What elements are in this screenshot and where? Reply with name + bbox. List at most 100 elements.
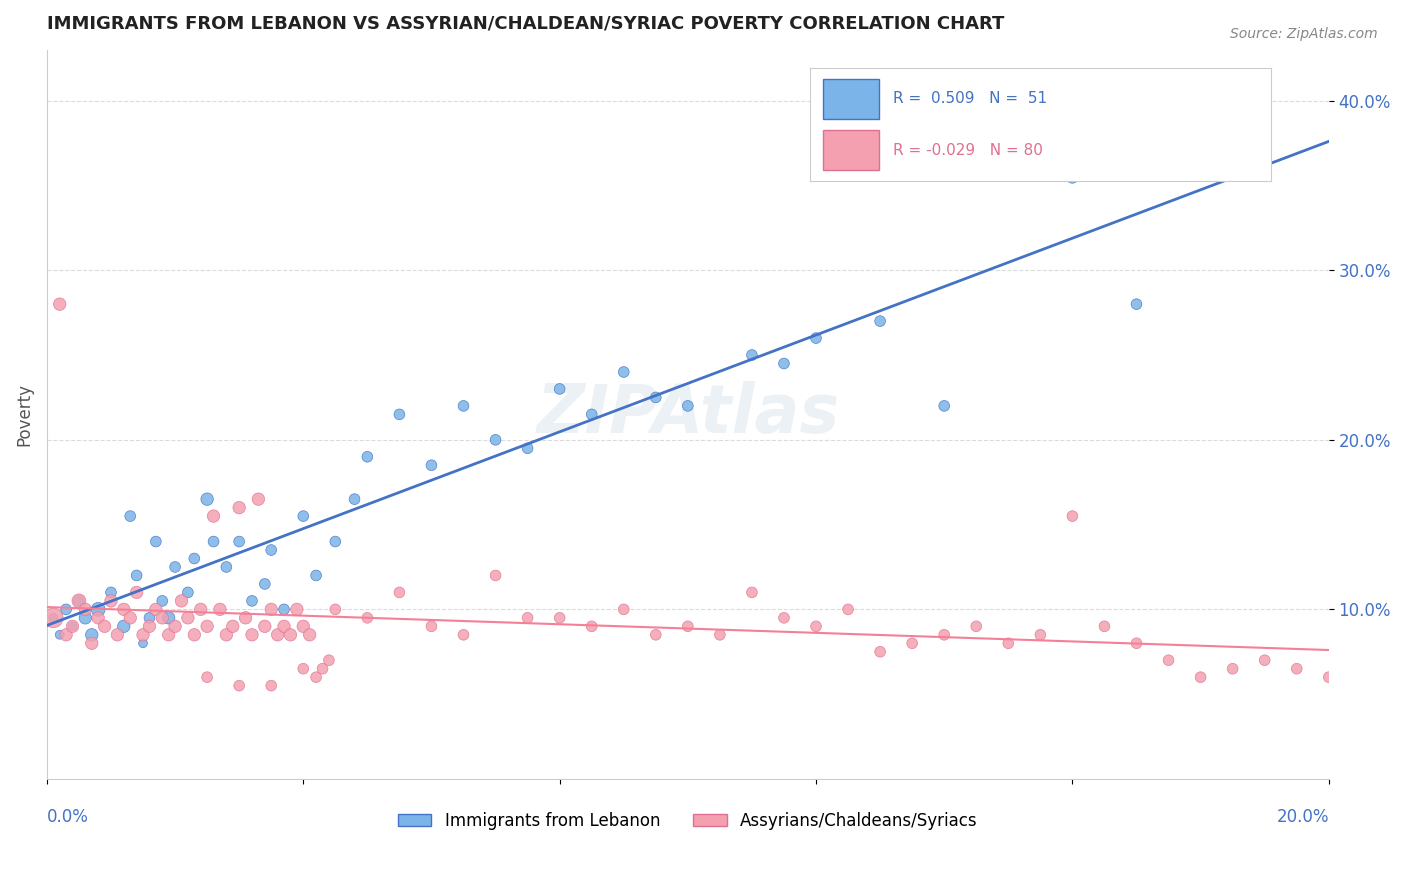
Point	[1317, 670, 1340, 684]
Point	[157, 628, 180, 642]
Point	[247, 492, 270, 507]
Point	[285, 602, 308, 616]
Point	[613, 602, 636, 616]
Point	[997, 153, 1019, 167]
Point	[253, 577, 276, 591]
Point	[42, 611, 65, 625]
Point	[125, 585, 148, 599]
Point	[1062, 169, 1084, 184]
Point	[105, 628, 128, 642]
Point	[202, 534, 225, 549]
Point	[1222, 662, 1244, 676]
Point	[323, 602, 346, 616]
Text: ZIPAtlas: ZIPAtlas	[536, 382, 839, 448]
Point	[676, 619, 699, 633]
Point	[195, 492, 218, 507]
Text: 0.0%: 0.0%	[46, 808, 89, 826]
Point	[581, 408, 603, 422]
Point	[548, 611, 571, 625]
Point	[87, 602, 110, 616]
Point	[253, 619, 276, 633]
Point	[901, 636, 924, 650]
Point	[202, 509, 225, 524]
Point	[222, 619, 245, 633]
Point	[453, 628, 475, 642]
Point	[1285, 662, 1308, 676]
Point	[1125, 636, 1147, 650]
Point	[420, 458, 443, 473]
Point	[280, 628, 302, 642]
Text: IMMIGRANTS FROM LEBANON VS ASSYRIAN/CHALDEAN/SYRIAC POVERTY CORRELATION CHART: IMMIGRANTS FROM LEBANON VS ASSYRIAN/CHAL…	[46, 15, 1004, 33]
Point	[516, 442, 538, 456]
Point	[62, 619, 84, 633]
Point	[145, 534, 167, 549]
Point	[1157, 653, 1180, 667]
Point	[48, 297, 70, 311]
Point	[260, 543, 283, 558]
Point	[138, 619, 160, 633]
Point	[1062, 509, 1084, 524]
Point	[67, 594, 90, 608]
Point	[260, 602, 283, 616]
Point	[215, 560, 238, 574]
Point	[228, 534, 250, 549]
Point	[195, 619, 218, 633]
Point	[773, 611, 796, 625]
Point	[100, 594, 122, 608]
Point	[55, 602, 77, 616]
Point	[228, 500, 250, 515]
Point	[676, 399, 699, 413]
Point	[1094, 619, 1116, 633]
Text: Source: ZipAtlas.com: Source: ZipAtlas.com	[1230, 27, 1378, 41]
Point	[100, 585, 122, 599]
Point	[195, 670, 218, 684]
Point	[613, 365, 636, 379]
Point	[997, 636, 1019, 650]
Point	[75, 611, 97, 625]
Point	[138, 611, 160, 625]
Point	[62, 619, 84, 633]
Point	[183, 551, 205, 566]
Point	[965, 619, 987, 633]
Point	[75, 602, 97, 616]
Point	[215, 628, 238, 642]
Point	[356, 450, 378, 464]
Point	[484, 433, 506, 447]
Point	[548, 382, 571, 396]
Point	[343, 492, 366, 507]
Point	[292, 509, 315, 524]
Point	[165, 560, 187, 574]
Point	[292, 619, 315, 633]
Point	[240, 594, 263, 608]
Point	[1189, 670, 1212, 684]
Point	[292, 662, 315, 676]
Point	[741, 348, 763, 362]
Point	[388, 408, 411, 422]
Point	[1253, 653, 1275, 667]
Point	[67, 594, 90, 608]
Point	[190, 602, 212, 616]
Text: 20.0%: 20.0%	[1277, 808, 1329, 826]
Point	[869, 645, 891, 659]
Point	[125, 568, 148, 582]
Point	[804, 619, 827, 633]
Point	[644, 391, 666, 405]
Point	[869, 314, 891, 328]
Point	[934, 399, 956, 413]
Point	[93, 619, 115, 633]
Point	[183, 628, 205, 642]
Point	[453, 399, 475, 413]
Point	[150, 611, 173, 625]
Point	[177, 585, 200, 599]
Point	[516, 611, 538, 625]
Point	[741, 585, 763, 599]
Point	[305, 568, 328, 582]
Point	[837, 602, 859, 616]
Point	[356, 611, 378, 625]
Point	[228, 679, 250, 693]
Point	[311, 662, 333, 676]
Point	[208, 602, 231, 616]
Legend: Immigrants from Lebanon, Assyrians/Chaldeans/Syriacs: Immigrants from Lebanon, Assyrians/Chald…	[391, 805, 984, 836]
Point	[581, 619, 603, 633]
Point	[157, 611, 180, 625]
